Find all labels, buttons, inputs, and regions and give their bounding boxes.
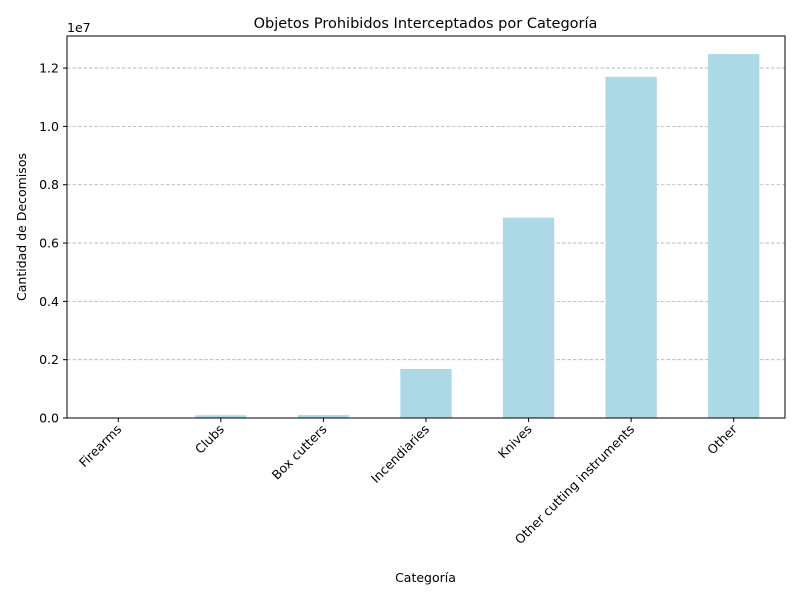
y-tick-label: 0.2: [39, 352, 59, 367]
chart-title: Objetos Prohibidos Interceptados por Cat…: [254, 16, 598, 32]
bar: [605, 76, 657, 418]
x-axis-label: Categoría: [395, 570, 456, 585]
bars: [92, 54, 760, 419]
bar: [502, 217, 555, 418]
y-tick-label: 0.6: [39, 236, 59, 251]
y-tick-label: 1.2: [39, 61, 59, 76]
y-axis-label: Cantidad de Decomisos: [14, 153, 29, 301]
y-tick-label: 0.8: [39, 177, 59, 192]
y-axis-offset-label: 1e7: [67, 20, 91, 35]
y-tick-label: 0.4: [39, 294, 59, 309]
bar: [297, 415, 350, 418]
bar: [400, 369, 452, 418]
bar: [708, 54, 760, 419]
bar: [195, 415, 247, 418]
y-tick-label: 0.0: [39, 411, 59, 426]
y-tick-label: 1.0: [39, 119, 59, 134]
